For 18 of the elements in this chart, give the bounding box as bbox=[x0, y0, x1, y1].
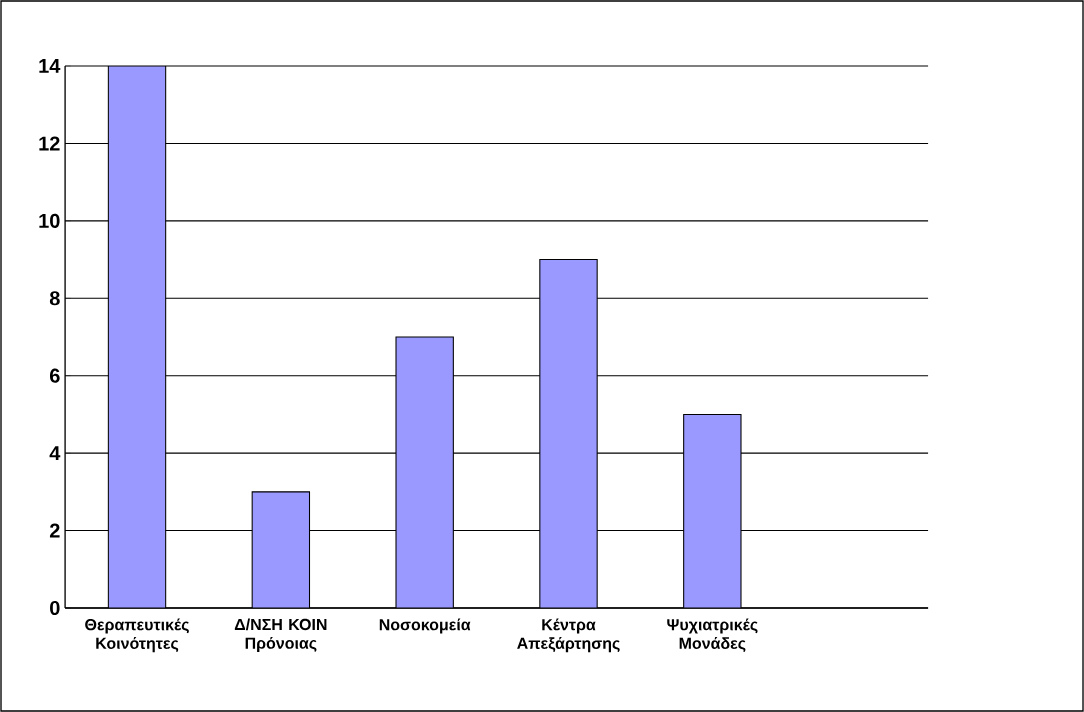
x-tick-label: Θεραπευτικές Κοινότητες bbox=[85, 618, 189, 653]
y-tick-label: 0 bbox=[50, 600, 60, 616]
bar bbox=[395, 336, 454, 608]
y-tick-label: 6 bbox=[49, 368, 60, 383]
bar bbox=[251, 491, 311, 608]
y-tick-label: 12 bbox=[39, 136, 60, 151]
x-tick-label: Ψυχιατρικές Μονάδες bbox=[667, 618, 758, 652]
bar bbox=[683, 413, 742, 608]
y-tick-label: 2 bbox=[49, 523, 60, 538]
bar bbox=[539, 259, 598, 608]
x-tick-label: Δ/ΝΣΗ ΚΟΙΝ Πρόνοιας bbox=[234, 618, 327, 652]
x-tick-label: Νοσοκομεία bbox=[379, 618, 471, 634]
bar bbox=[107, 66, 167, 608]
y-tick-label: 14 bbox=[39, 59, 61, 73]
y-tick-label: 8 bbox=[49, 291, 60, 306]
y-tick-label: 4 bbox=[49, 446, 61, 461]
x-tick-label: Κέντρα Απεξάρτησης bbox=[517, 618, 620, 653]
y-tick-label: 10 bbox=[39, 213, 60, 228]
